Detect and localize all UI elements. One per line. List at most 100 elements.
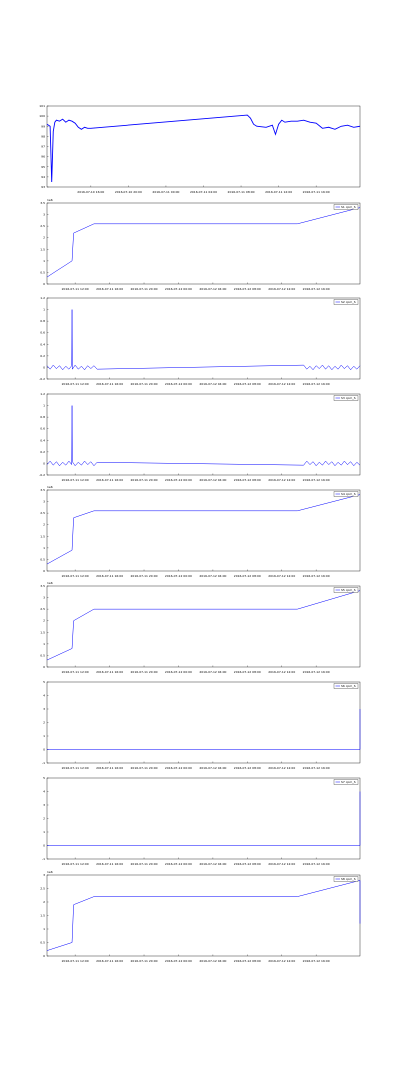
y-tick-label: 0 bbox=[43, 282, 45, 286]
x-tick-label: 2016-07-12 04:00 bbox=[199, 478, 226, 482]
y-tick-label: 1.5 bbox=[40, 534, 45, 538]
plot-frame bbox=[46, 874, 361, 957]
legend-label: S5 cpm_S bbox=[341, 588, 356, 592]
y-tick-label: 4 bbox=[43, 790, 45, 794]
x-tick-label: 2016-07-12 16:00 bbox=[303, 287, 330, 291]
y-tick-label: 3.5 bbox=[40, 488, 45, 492]
legend-box bbox=[333, 395, 359, 401]
y-tick-label: 2 bbox=[43, 817, 45, 821]
plot-frame bbox=[46, 777, 361, 860]
legend-box bbox=[333, 683, 359, 689]
x-tick-label: 2016-07-11 12:00 bbox=[62, 959, 89, 963]
x-tick-label: 2016-07-11 16:00 bbox=[96, 766, 123, 770]
legend-box bbox=[333, 299, 359, 305]
y-tick-label: 5 bbox=[43, 680, 45, 684]
x-tick-label: 2016-07-11 12:00 bbox=[62, 382, 89, 386]
x-tick-label: 2016-07-12 04:00 bbox=[199, 287, 226, 291]
legend-box bbox=[333, 779, 359, 785]
y-tick-label: 1.2 bbox=[40, 392, 45, 396]
y-tick-label: 0.8 bbox=[40, 415, 45, 419]
plot-frame bbox=[46, 393, 361, 476]
x-tick-label: 2016-07-12 12:00 bbox=[268, 670, 295, 674]
x-tick-label: 2016-07-12 08:00 bbox=[234, 287, 261, 291]
y-tick-label: 1 bbox=[43, 404, 45, 408]
y-tick-label: 3 bbox=[43, 500, 45, 504]
y-tick-label: 1 bbox=[43, 927, 45, 931]
y-tick-label: 99 bbox=[41, 124, 45, 128]
x-tick-label: 2016-07-12 00:00 bbox=[165, 382, 192, 386]
series-line bbox=[46, 494, 361, 565]
x-tick-label: 2016-07-12 08:00 bbox=[234, 574, 261, 578]
x-tick-label: 2016-07-11 16:00 bbox=[96, 959, 123, 963]
x-tick-label: 2016-07-12 04:00 bbox=[199, 574, 226, 578]
legend-label: S4 cpm_S bbox=[341, 492, 356, 496]
y-tick-label: 2 bbox=[43, 236, 45, 240]
x-tick-label: 2016-07-11 16:00 bbox=[96, 382, 123, 386]
y-tick-label: 0 bbox=[43, 954, 45, 958]
x-tick-label: 2016-07-12 12:00 bbox=[268, 478, 295, 482]
x-tick-label: 2016-07-11 16:00 bbox=[96, 478, 123, 482]
y-tick-label: 2 bbox=[43, 900, 45, 904]
y-tick-label: 2 bbox=[43, 619, 45, 623]
y-tick-label: 0.5 bbox=[40, 653, 45, 657]
x-tick-label: 2016-07-11 16:00 bbox=[96, 670, 123, 674]
y-tick-label: 3 bbox=[43, 803, 45, 807]
x-tick-label: 2016-07-12 12:00 bbox=[268, 574, 295, 578]
x-tick-label: 2016-07-12 04:00 bbox=[199, 670, 226, 674]
x-tick-label: 2016-07-11 16:00 bbox=[96, 287, 123, 291]
y-tick-label: 3.5 bbox=[40, 201, 45, 205]
x-tick-label: 2016-07-12 12:00 bbox=[268, 862, 295, 866]
x-tick-label: 2016-07-11 04:00 bbox=[190, 190, 217, 194]
y-tick-label: 0.2 bbox=[40, 354, 45, 358]
x-tick-label: 2016-07-12 16:00 bbox=[303, 862, 330, 866]
y-tick-label: 96 bbox=[41, 155, 45, 159]
series-line bbox=[46, 207, 361, 278]
x-tick-label: 2016-07-12 16:00 bbox=[303, 382, 330, 386]
plot-frame bbox=[46, 585, 361, 668]
legend-label: S8 cpm_S bbox=[341, 877, 356, 881]
y-tick-label: -1 bbox=[42, 761, 45, 765]
y-tick-label: 3 bbox=[43, 213, 45, 217]
plot-frame bbox=[46, 202, 361, 285]
y-tick-label: 2.5 bbox=[40, 887, 45, 891]
y-tick-label: 0.8 bbox=[40, 319, 45, 323]
y-tick-label: -0.2 bbox=[39, 377, 45, 381]
y-tick-label: 1.5 bbox=[40, 247, 45, 251]
x-tick-label: 2016-07-12 12:00 bbox=[268, 766, 295, 770]
x-tick-label: 2016-07-12 16:00 bbox=[303, 478, 330, 482]
series-line bbox=[47, 791, 361, 846]
legend-label: S1 cpm_S bbox=[341, 205, 356, 209]
y-tick-label: 97 bbox=[41, 145, 45, 149]
series-line bbox=[46, 405, 361, 467]
series-line bbox=[47, 709, 361, 750]
x-tick-label: 2016-07-12 00:00 bbox=[165, 478, 192, 482]
x-tick-label: 2016-07-12 00:00 bbox=[165, 959, 192, 963]
y-tick-label: 4 bbox=[43, 694, 45, 698]
x-tick-label: 2016-07-11 12:00 bbox=[62, 670, 89, 674]
y-tick-label: 1 bbox=[43, 642, 45, 646]
plot-frame bbox=[46, 297, 361, 380]
y-tick-label: 3 bbox=[43, 596, 45, 600]
x-tick-label: 2016-07-11 20:00 bbox=[131, 862, 158, 866]
x-tick-label: 2016-07-12 16:00 bbox=[303, 766, 330, 770]
x-tick-label: 2016-07-11 08:00 bbox=[228, 190, 255, 194]
y-tick-label: 2 bbox=[43, 721, 45, 725]
x-tick-label: 2016-07-11 20:00 bbox=[131, 287, 158, 291]
x-tick-label: 2016-07-11 20:00 bbox=[131, 574, 158, 578]
y-tick-label: 3 bbox=[43, 873, 45, 877]
series-line bbox=[46, 880, 361, 951]
x-tick-label: 2016-07-12 08:00 bbox=[234, 382, 261, 386]
legend-box bbox=[333, 587, 359, 593]
x-tick-label: 2016-07-11 12:00 bbox=[265, 190, 292, 194]
legend-box bbox=[333, 876, 359, 882]
series-line bbox=[46, 590, 361, 661]
y-tick-label: 1 bbox=[43, 308, 45, 312]
y-tick-label: 5 bbox=[43, 776, 45, 780]
x-tick-label: 2016-07-11 12:00 bbox=[62, 287, 89, 291]
x-tick-label: 2016-07-12 04:00 bbox=[199, 766, 226, 770]
y-tick-label: 0 bbox=[43, 748, 45, 752]
y-tick-label: 100 bbox=[39, 114, 45, 118]
series-line bbox=[46, 114, 361, 182]
x-tick-label: 2016-07-11 20:00 bbox=[131, 959, 158, 963]
